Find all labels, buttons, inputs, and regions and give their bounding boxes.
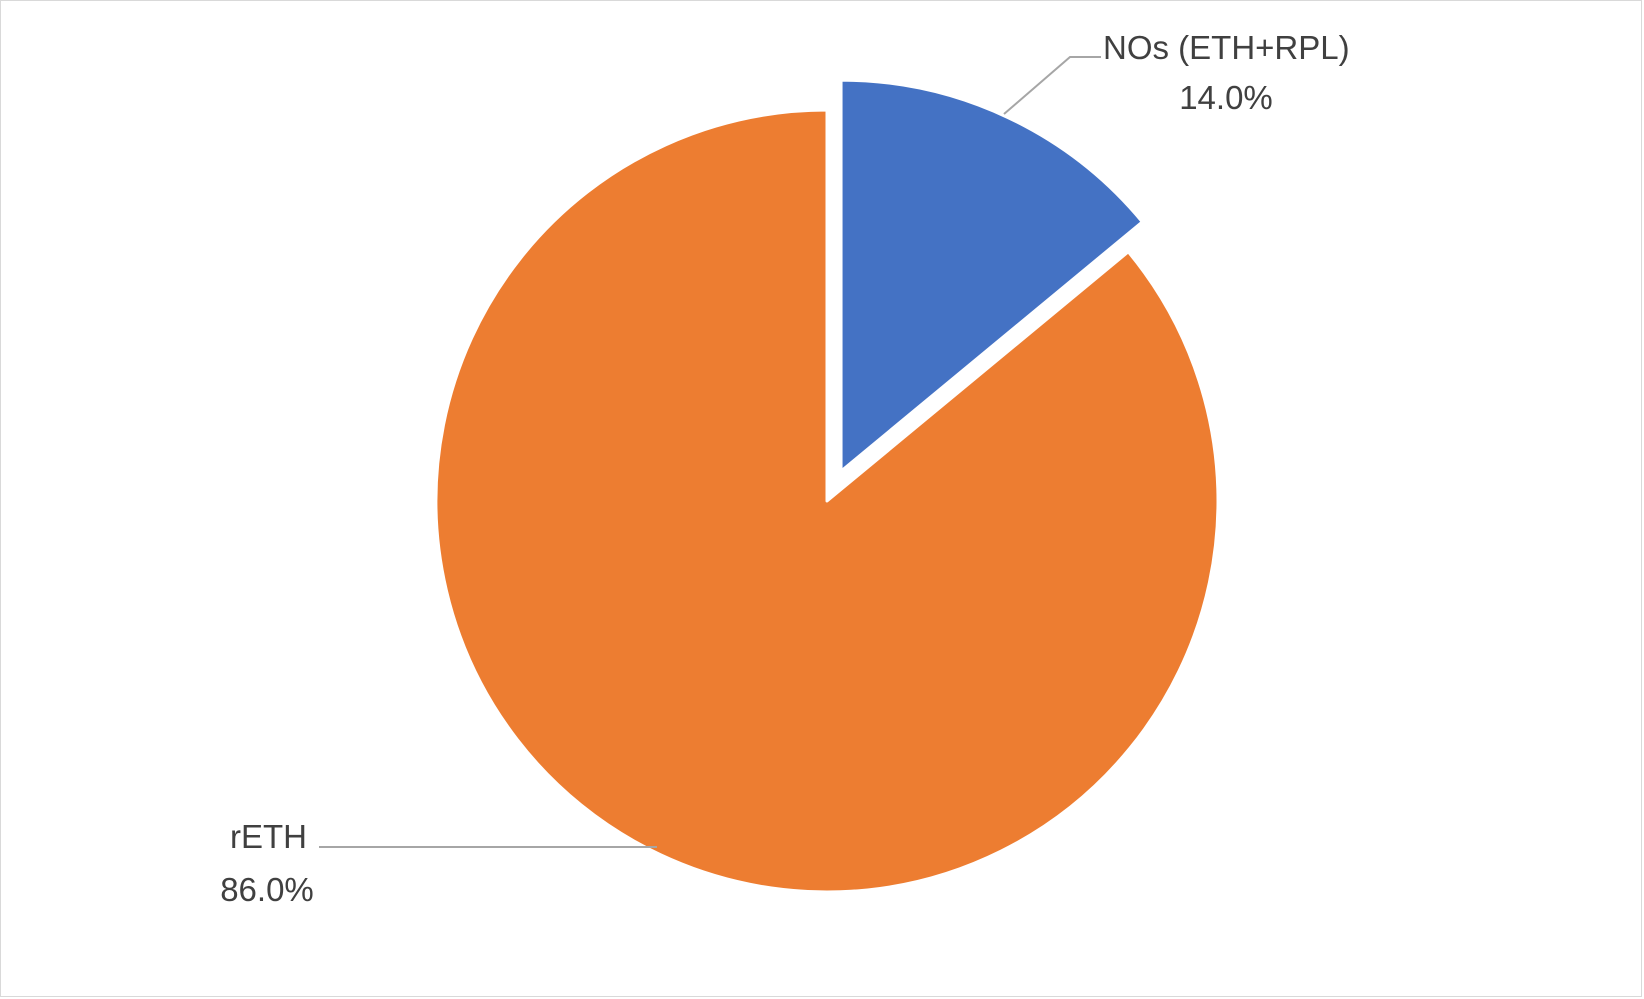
data-label-value-nos-eth-rpl: 14.0% — [1179, 79, 1273, 116]
data-label-name-reth: rETH — [230, 818, 307, 855]
data-label-value-reth: 86.0% — [220, 871, 314, 908]
pie-slice-nos-eth-rpl — [839, 78, 1144, 473]
leader-line-nos-eth-rpl — [1003, 56, 1101, 115]
pie-slice-reth — [434, 108, 1220, 894]
data-label-name-nos-eth-rpl: NOs (ETH+RPL) — [1103, 29, 1350, 66]
